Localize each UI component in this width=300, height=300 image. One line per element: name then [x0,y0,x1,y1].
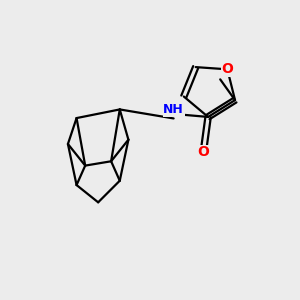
Text: O: O [198,145,210,159]
Text: NH: NH [163,103,184,116]
Text: O: O [221,62,233,76]
